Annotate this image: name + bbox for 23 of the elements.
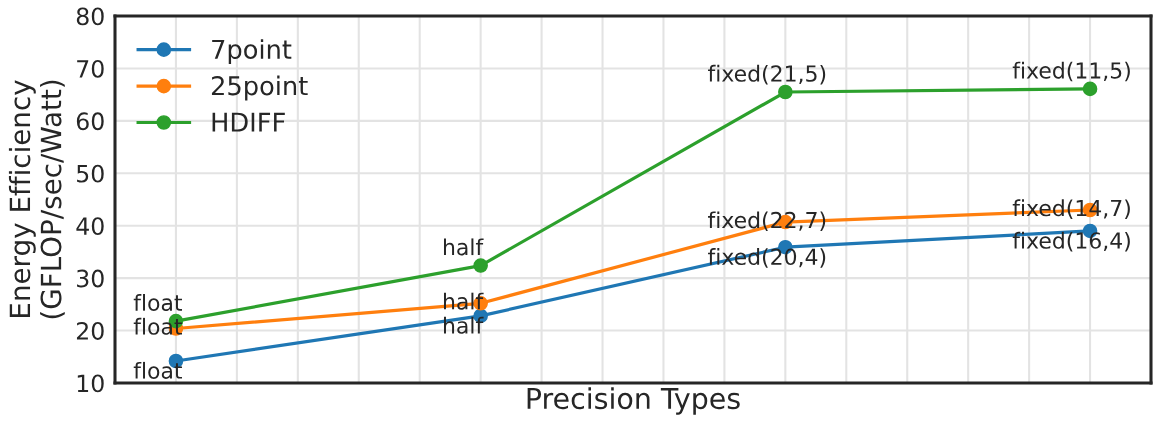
point xyxy=(473,258,488,273)
legend-label: 7point xyxy=(212,39,292,64)
y-tick-label: 30 xyxy=(77,269,104,288)
point xyxy=(778,84,793,100)
data-label: fixed(21,5) xyxy=(708,64,826,85)
y-tick-label: 60 xyxy=(76,112,104,131)
data-label: fixed(11,5) xyxy=(1012,61,1130,82)
data-label: fixed(16,4) xyxy=(1012,231,1130,252)
legend-label: HDIFF xyxy=(212,112,285,132)
y-axis-title: Energy Efficiency (GFLOP/sec/Watt) xyxy=(8,80,65,319)
x-axis-title: Precision Types xyxy=(527,387,740,415)
data-label: float xyxy=(133,361,183,379)
data-label: half xyxy=(444,316,484,334)
y-tick-label: 10 xyxy=(77,374,104,393)
y-tick-label: 40 xyxy=(76,217,104,236)
data-label: float xyxy=(133,293,183,311)
data-label: half xyxy=(444,238,484,256)
point xyxy=(1082,81,1098,97)
y-tick-label: 20 xyxy=(76,322,104,340)
y-tick-label: 70 xyxy=(77,59,104,78)
legend-label: 25point xyxy=(211,75,308,101)
y-tick-label: 50 xyxy=(77,164,104,183)
y-tick-label: 80 xyxy=(76,7,104,26)
